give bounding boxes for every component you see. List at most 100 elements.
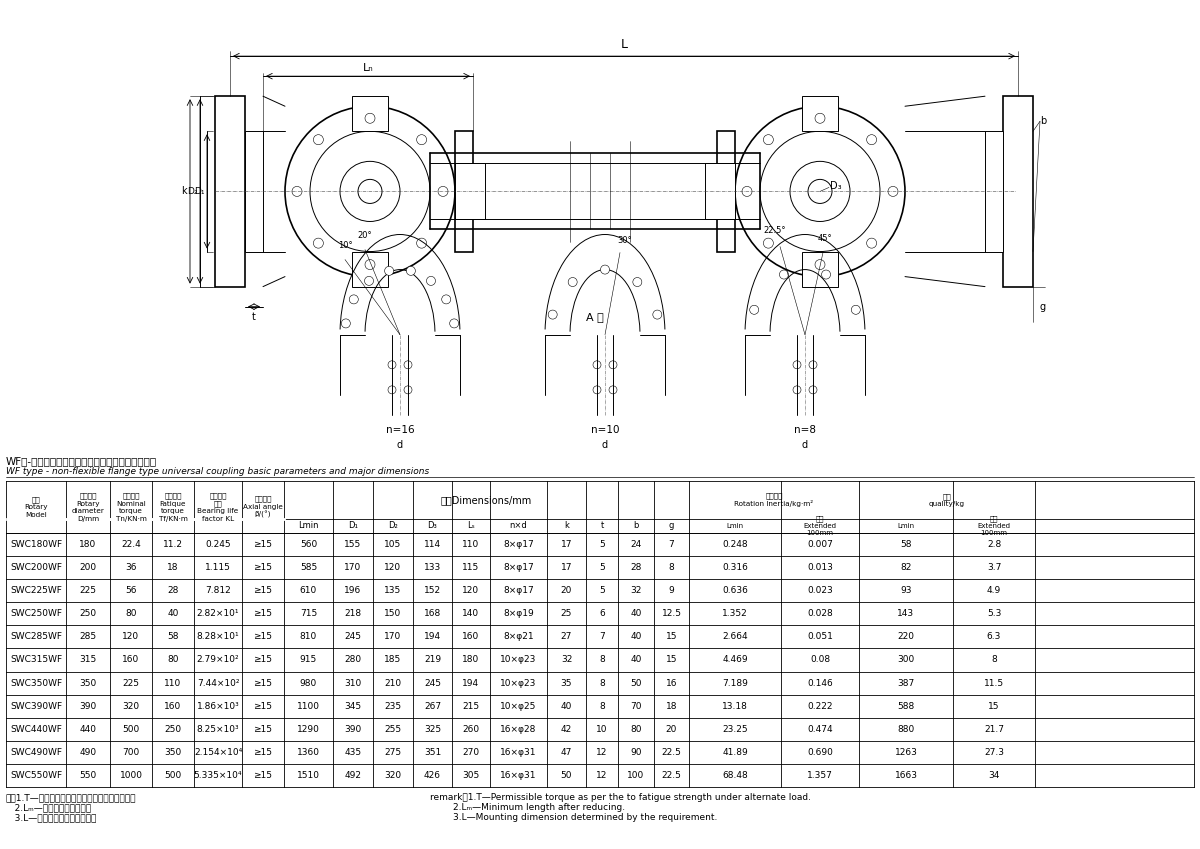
Text: 1000: 1000: [120, 771, 143, 780]
Text: 22.5°: 22.5°: [763, 226, 786, 234]
Text: 0.007: 0.007: [808, 540, 833, 549]
Text: 9: 9: [668, 586, 674, 595]
Text: 160: 160: [122, 655, 139, 665]
Text: A 向: A 向: [586, 312, 604, 322]
Text: SWC200WF: SWC200WF: [10, 563, 62, 572]
Text: ≥15: ≥15: [253, 771, 272, 780]
Text: 16×φ28: 16×φ28: [500, 725, 536, 734]
Text: 8: 8: [991, 655, 997, 665]
Text: 3.L—Mounting dimension determined by the requirement.: 3.L—Mounting dimension determined by the…: [430, 813, 718, 822]
Circle shape: [653, 310, 662, 319]
Text: 型号
Rotary
Model: 型号 Rotary Model: [24, 496, 48, 518]
Text: b: b: [1040, 116, 1046, 127]
Text: 2.Lₘ—Minimum length after reducing.: 2.Lₘ—Minimum length after reducing.: [430, 803, 625, 812]
Text: 810: 810: [300, 633, 317, 641]
Text: k: k: [181, 187, 187, 196]
Text: 390: 390: [79, 701, 97, 711]
Circle shape: [340, 161, 400, 222]
Text: 2.8: 2.8: [986, 540, 1001, 549]
Text: 120: 120: [122, 633, 139, 641]
Text: 2.664: 2.664: [722, 633, 748, 641]
Circle shape: [888, 187, 898, 196]
Text: 2.79×10²: 2.79×10²: [197, 655, 239, 665]
Text: 387: 387: [898, 678, 914, 688]
Text: 250: 250: [79, 610, 96, 618]
Text: g: g: [668, 521, 674, 531]
Text: 轴线折角
Axial angle
β/(°): 轴线折角 Axial angle β/(°): [244, 496, 283, 519]
Text: 2.Lₘ—缩短后的最小长度。: 2.Lₘ—缩短后的最小长度。: [6, 803, 91, 812]
Circle shape: [793, 385, 802, 394]
Text: 40: 40: [560, 701, 572, 711]
Text: 5: 5: [599, 540, 605, 549]
Text: 7.812: 7.812: [205, 586, 230, 595]
Text: 90: 90: [630, 748, 642, 756]
Text: D₂: D₂: [388, 521, 398, 531]
Text: 旋转直径
Rotary
diameter
D/mm: 旋转直径 Rotary diameter D/mm: [72, 492, 104, 521]
Text: 0.316: 0.316: [722, 563, 748, 572]
Text: t: t: [252, 312, 256, 322]
Text: 公称转矩
Nominal
torque
Tn/KN·m: 公称转矩 Nominal torque Tn/KN·m: [115, 492, 146, 521]
Text: 915: 915: [300, 655, 317, 665]
Text: D₃: D₃: [427, 521, 437, 531]
Text: n=16: n=16: [385, 424, 414, 435]
Text: 588: 588: [898, 701, 914, 711]
Text: 255: 255: [384, 725, 402, 734]
Text: 225: 225: [79, 586, 96, 595]
Text: 7.44×10²: 7.44×10²: [197, 678, 239, 688]
Text: 质量
quality/kg: 质量 quality/kg: [929, 493, 965, 507]
Circle shape: [593, 361, 601, 368]
Text: 50: 50: [560, 771, 572, 780]
Text: ≥15: ≥15: [253, 701, 272, 711]
Text: 45°: 45°: [817, 233, 833, 243]
Bar: [718, 132, 734, 251]
Text: 310: 310: [344, 678, 361, 688]
Text: 185: 185: [384, 655, 402, 665]
Text: 68.48: 68.48: [722, 771, 748, 780]
Text: 8×φ17: 8×φ17: [503, 586, 534, 595]
Text: 7: 7: [599, 633, 605, 641]
Text: 700: 700: [122, 748, 139, 756]
Circle shape: [780, 270, 788, 279]
Text: remark：1.T—Permissible torque as per the to fatigue strength under alternate loa: remark：1.T—Permissible torque as per the…: [430, 793, 811, 802]
Text: 22.5: 22.5: [661, 748, 682, 756]
Text: 1663: 1663: [894, 771, 918, 780]
Text: 715: 715: [300, 610, 317, 618]
Text: 245: 245: [424, 678, 442, 688]
Text: 32: 32: [560, 655, 572, 665]
Text: 28: 28: [167, 586, 179, 595]
Text: 8: 8: [599, 701, 605, 711]
Text: 196: 196: [344, 586, 361, 595]
Bar: [802, 96, 838, 132]
Text: 8.28×10¹: 8.28×10¹: [197, 633, 239, 641]
Text: WF type - non-flexible flange type universal coupling basic parameters and major: WF type - non-flexible flange type unive…: [6, 467, 430, 476]
Text: 168: 168: [424, 610, 442, 618]
Circle shape: [610, 361, 617, 368]
Text: 1.352: 1.352: [722, 610, 748, 618]
Text: 1.357: 1.357: [808, 771, 833, 780]
Text: 疲劳转矩
Fatique
torque
Tf/KN·m: 疲劳转矩 Fatique torque Tf/KN·m: [158, 492, 187, 521]
Text: 315: 315: [79, 655, 97, 665]
Text: 21.7: 21.7: [984, 725, 1004, 734]
Text: 160: 160: [462, 633, 480, 641]
Circle shape: [385, 267, 394, 275]
Circle shape: [593, 385, 601, 394]
Text: 0.636: 0.636: [722, 586, 748, 595]
Text: 1263: 1263: [894, 748, 918, 756]
Text: 0.245: 0.245: [205, 540, 230, 549]
Text: 56: 56: [125, 586, 137, 595]
Text: 18: 18: [666, 701, 677, 711]
Circle shape: [365, 260, 374, 270]
Bar: [985, 132, 1003, 251]
Text: 215: 215: [462, 701, 480, 711]
Text: 12: 12: [596, 748, 607, 756]
Text: 218: 218: [344, 610, 361, 618]
Text: 267: 267: [424, 701, 442, 711]
Text: 6.3: 6.3: [986, 633, 1001, 641]
Text: 492: 492: [344, 771, 361, 780]
Text: 390: 390: [344, 725, 361, 734]
Text: D₁: D₁: [194, 187, 205, 196]
Circle shape: [632, 278, 642, 286]
Text: n×d: n×d: [510, 521, 527, 531]
Bar: [455, 163, 485, 220]
Bar: [215, 96, 245, 287]
